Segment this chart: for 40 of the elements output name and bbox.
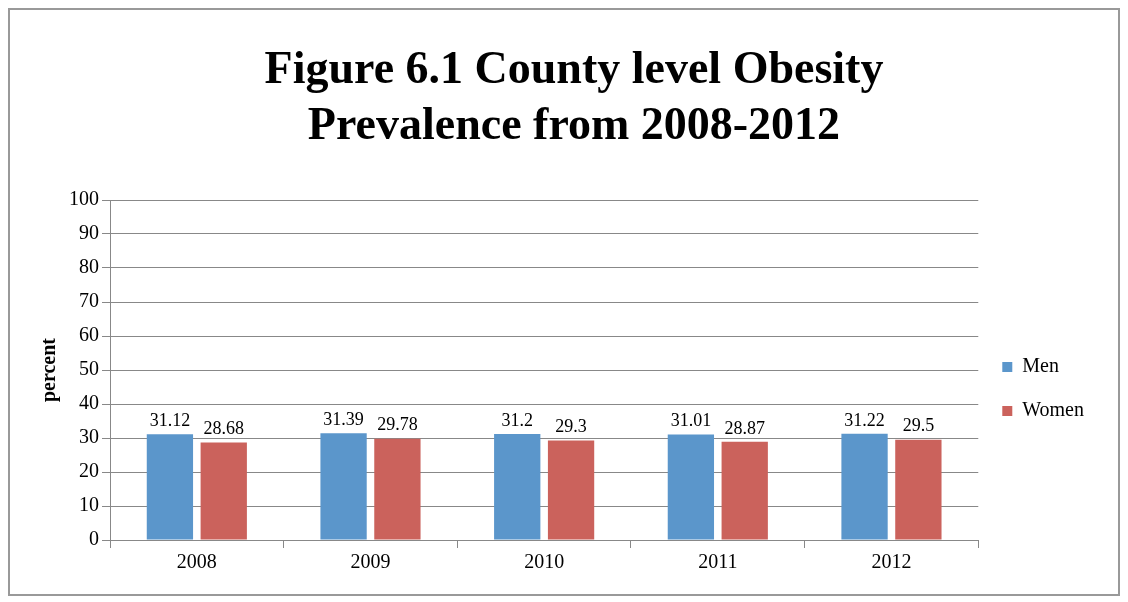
data-label: 29.5	[902, 415, 935, 436]
y-tick-label: 100	[69, 187, 99, 210]
y-tick-label: 10	[79, 493, 99, 516]
x-tick-label: 2011	[698, 550, 738, 573]
data-label: 29.3	[555, 416, 587, 437]
y-tick-label: 50	[79, 357, 99, 380]
data-label: 28.87	[724, 417, 765, 438]
bar	[895, 439, 942, 540]
y-tick-label: 20	[79, 459, 99, 482]
x-tick-label: 2009	[350, 550, 391, 573]
y-tick-label: 80	[79, 255, 99, 278]
bar	[494, 433, 541, 540]
bar	[320, 433, 367, 540]
y-tick-label: 0	[89, 527, 99, 550]
data-label: 31.2	[501, 409, 533, 430]
data-label: 31.12	[149, 409, 191, 430]
legend-label: Women	[1022, 398, 1085, 421]
bar	[667, 434, 715, 540]
data-label: 31.39	[323, 409, 364, 430]
chart-title: Figure 6.1 County level Obesity Prevalence from 2008-2012	[263, 41, 885, 151]
data-label: 31.01	[670, 410, 712, 431]
y-axis-title: percent	[37, 337, 61, 403]
y-tick-label: 90	[79, 221, 99, 244]
bar	[547, 440, 595, 540]
y-tick-label: 30	[79, 425, 99, 448]
y-tick-label: 60	[79, 323, 99, 346]
x-tick-label: 2008	[176, 550, 217, 573]
y-tick-label: 70	[79, 289, 99, 312]
bar	[374, 438, 421, 540]
x-tick-label: 2010	[524, 550, 565, 573]
x-tick-label: 2012	[871, 550, 912, 573]
y-tick-label: 40	[79, 391, 99, 414]
bar	[200, 442, 247, 540]
bar	[721, 441, 768, 540]
data-label: 28.68	[203, 418, 244, 439]
legend-label: Men	[1022, 354, 1059, 377]
bar	[146, 434, 194, 540]
data-label: 31.22	[844, 409, 885, 430]
bar	[841, 433, 888, 540]
data-label: 29.78	[377, 414, 418, 435]
